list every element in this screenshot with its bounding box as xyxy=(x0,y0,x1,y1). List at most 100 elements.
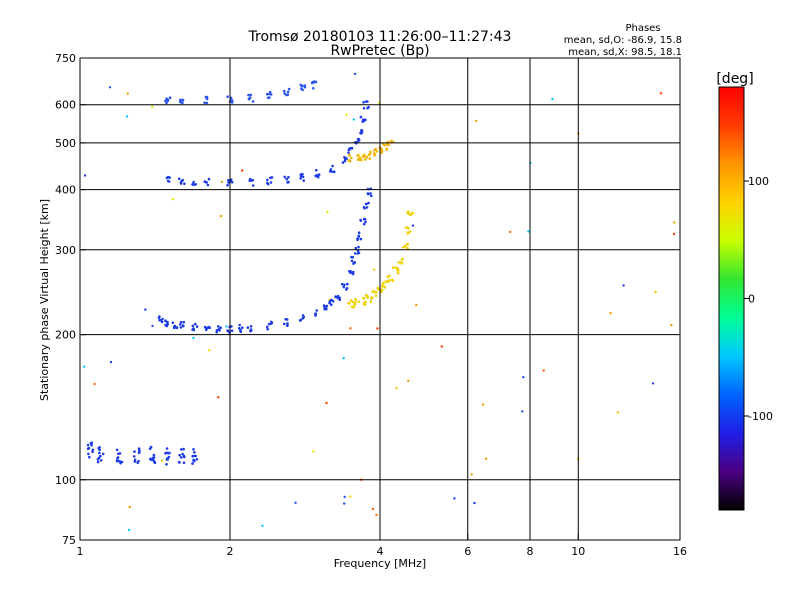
data-point xyxy=(334,295,338,298)
data-point xyxy=(316,175,320,179)
data-point xyxy=(158,318,161,322)
data-point xyxy=(361,155,365,158)
data-point xyxy=(182,324,185,328)
data-point xyxy=(354,246,358,250)
data-point xyxy=(365,202,368,206)
noise-point xyxy=(342,357,345,360)
data-point xyxy=(325,304,329,308)
data-point xyxy=(407,210,410,213)
data-point xyxy=(302,179,306,182)
noise-point xyxy=(127,528,131,532)
noise-point xyxy=(128,505,131,509)
data-point xyxy=(98,451,101,455)
data-point xyxy=(90,444,93,447)
data-point xyxy=(194,454,197,458)
data-point xyxy=(373,153,376,157)
data-point xyxy=(346,282,349,286)
noise-point xyxy=(672,232,676,236)
noise-point xyxy=(217,396,220,399)
noise-point xyxy=(551,97,554,101)
data-point xyxy=(314,80,318,84)
data-point xyxy=(179,181,183,184)
noise-point xyxy=(219,214,223,218)
noise-point xyxy=(616,411,619,414)
series-trace xyxy=(347,210,415,309)
data-point xyxy=(266,181,269,185)
data-point xyxy=(158,315,161,318)
data-point xyxy=(152,453,156,457)
data-point xyxy=(180,456,183,459)
data-point xyxy=(265,92,269,96)
data-point xyxy=(97,446,100,450)
data-point xyxy=(132,455,136,458)
data-point xyxy=(160,320,164,324)
data-point xyxy=(282,322,286,326)
noise-point xyxy=(126,92,129,95)
noise-point xyxy=(484,457,488,460)
data-point xyxy=(248,96,252,99)
data-point xyxy=(91,450,94,454)
data-point xyxy=(391,266,395,270)
data-point xyxy=(115,459,119,463)
data-point xyxy=(205,97,209,101)
data-point xyxy=(118,460,122,463)
data-point xyxy=(90,441,94,445)
data-point xyxy=(363,207,366,210)
phases-o-mode: mean, sd,O: -86.9, 15.8 xyxy=(564,35,682,46)
data-point xyxy=(165,463,168,466)
data-point xyxy=(383,144,386,147)
noise-point xyxy=(241,169,244,172)
data-point xyxy=(152,456,156,459)
data-point xyxy=(241,326,244,330)
data-point xyxy=(96,458,100,461)
data-point xyxy=(363,158,367,161)
noise-point xyxy=(312,450,315,453)
data-point xyxy=(251,184,255,187)
colorbar-tick-label: -100 xyxy=(748,410,773,423)
data-point xyxy=(183,182,186,185)
data-point xyxy=(164,99,167,103)
data-point xyxy=(168,176,171,179)
data-point xyxy=(179,320,183,324)
noise-point xyxy=(151,324,154,328)
data-point xyxy=(356,252,360,255)
data-point xyxy=(161,317,164,321)
data-point xyxy=(357,235,361,238)
colorbar-tick-label: 100 xyxy=(748,175,769,188)
data-point xyxy=(218,329,221,332)
data-point xyxy=(394,266,397,269)
data-point xyxy=(299,177,303,180)
noise-point xyxy=(225,325,228,328)
data-point xyxy=(166,457,169,460)
data-point xyxy=(179,98,182,102)
phases-x-mode: mean, sd,X: 98.5, 18.1 xyxy=(568,47,682,58)
data-point xyxy=(287,87,291,91)
data-point xyxy=(349,299,353,302)
noise-point xyxy=(144,308,147,311)
data-point xyxy=(299,319,302,322)
noise-point xyxy=(527,230,530,233)
data-point xyxy=(362,222,366,226)
data-point xyxy=(178,461,181,464)
data-point xyxy=(165,101,168,105)
colorbar: 100 0 -100 xyxy=(718,86,773,511)
data-point xyxy=(374,294,378,298)
y-tick-label: 400 xyxy=(55,184,76,197)
noise-point xyxy=(659,92,663,95)
noise-point xyxy=(93,382,96,386)
data-point xyxy=(400,258,404,261)
data-point xyxy=(388,274,391,278)
data-point xyxy=(133,450,136,453)
data-point xyxy=(86,447,90,451)
data-point xyxy=(340,282,344,286)
data-point xyxy=(322,304,326,307)
data-point xyxy=(366,100,369,103)
data-point xyxy=(357,300,361,304)
data-point xyxy=(330,170,333,173)
data-point xyxy=(350,259,354,263)
noise-point xyxy=(109,360,113,364)
data-point xyxy=(348,148,351,151)
phases-title: Phases xyxy=(625,23,660,34)
noise-point xyxy=(349,327,352,330)
data-point xyxy=(166,179,170,183)
